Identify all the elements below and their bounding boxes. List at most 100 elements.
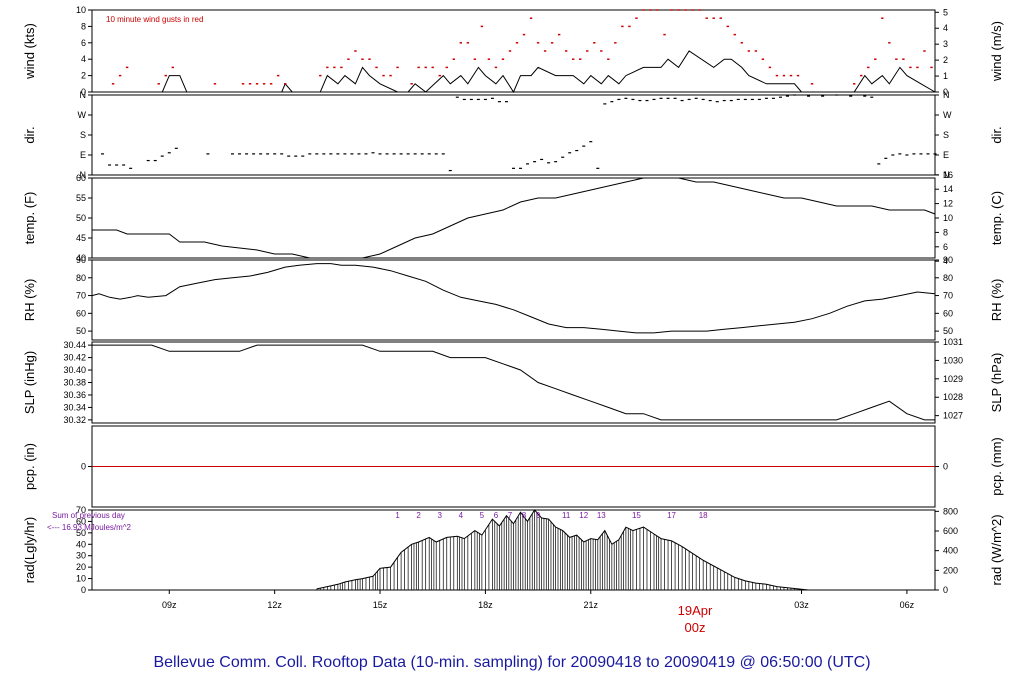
chart-title: Bellevue Comm. Coll. Rooftop Data (10-mi…: [153, 654, 870, 671]
rad-hour-label: 8: [522, 511, 527, 520]
rad-panel: 0102030405060700200400600800rad(Lgly/hr)…: [22, 505, 1004, 595]
rad-hour-label: 11: [562, 511, 571, 520]
rh-ytick-right-label: 90: [943, 255, 953, 265]
rh-panel: 50 60 70 80 90 50 60 70 80 90 RH (%) RH (%): [22, 255, 1004, 341]
dir-ytick-label: N: [80, 90, 87, 100]
rad-hour-label: 2: [416, 511, 421, 520]
wind-frame: [91, 9, 936, 93]
rh-ytick-right-label: 60: [943, 308, 953, 318]
x-tick-label: 06z: [900, 600, 915, 610]
rh-ytick-right-label: 80: [943, 273, 953, 283]
slp-ytick-right-label: 1030: [943, 355, 963, 365]
gust-note: 10 minute wind gusts in red: [106, 15, 203, 24]
rad-hour-label: 18: [699, 511, 708, 520]
x-tick-label: 21z: [584, 600, 599, 610]
dir-ylabel-right: dir.: [989, 126, 1004, 143]
temp-ytick-right-label: 4: [943, 256, 948, 266]
rh-ytick-label: 50: [76, 326, 86, 336]
dir-ytick-right-label: N: [943, 170, 950, 180]
rad-ytick-label: 50: [76, 528, 86, 538]
temp-ylabel-right: temp. (C): [989, 191, 1004, 245]
dir-frame: [91, 94, 936, 176]
slp-panel: 30.32 30.34 30.36 30.38 30.40 30.42 30.44 1027 1…: [22, 337, 1004, 425]
rad-ytick-label: 10: [76, 574, 86, 584]
pcp-ytick-label: 0: [81, 462, 86, 472]
rad-hour-label: 13: [597, 511, 606, 520]
rad-ytick-right-label: 800: [943, 506, 958, 516]
dir-ytick-right-label: W: [943, 110, 952, 120]
slp-ytick-label: 30.38: [63, 378, 86, 388]
temp-frame: [91, 177, 936, 259]
temp-ytick-label: 45: [76, 233, 86, 243]
wind-ytick-label: 4: [81, 54, 86, 64]
rh-ytick-right-label: 70: [943, 291, 953, 301]
rh-series-line: [91, 263, 936, 334]
slp-ytick-label: 30.34: [63, 402, 86, 412]
temp-ytick-label: 50: [76, 213, 86, 223]
slp-ytick-label: 30.36: [63, 390, 86, 400]
date-label-day: 19Apr: [678, 603, 713, 618]
pcp-ylabel-left: pcp. (in): [22, 443, 37, 490]
wind-ytick-right-label: 3: [943, 39, 948, 49]
temp-ylabel-left: temp. (F): [22, 192, 37, 245]
x-tick-label: 12z: [267, 600, 282, 610]
slp-ylabel-right: SLP (hPa): [989, 353, 1004, 413]
rh-ytick-label: 80: [76, 273, 86, 283]
rad-ytick-label: 20: [76, 562, 86, 572]
slp-ytick-right-label: 1028: [943, 392, 963, 402]
dir-ytick-label: S: [80, 130, 86, 140]
date-label-hour: 00z: [685, 620, 706, 635]
temp-series-line: [92, 177, 936, 259]
wind-ytick-right-label: 2: [943, 55, 948, 65]
slp-frame: [91, 341, 936, 424]
rad-hour-label: 6: [494, 511, 499, 520]
wind-ylabel-right: wind (m/s): [989, 21, 1004, 82]
temp-ytick-right-label: 10: [943, 213, 953, 223]
slp-series-line: [92, 344, 935, 421]
x-tick-label: 03z: [794, 600, 809, 610]
temp-ytick-label: 40: [76, 253, 86, 263]
rad-hour-label: 5: [480, 511, 485, 520]
slp-ytick-right-label: 1027: [943, 411, 963, 421]
x-tick-label: 18z: [478, 600, 493, 610]
slp-ytick-right-label: 1031: [943, 337, 963, 347]
x-axis: 09z 12z 15z 18z 21z 03z 06z: [162, 590, 915, 610]
wind-ytick-label: 8: [81, 21, 86, 31]
rh-ylabel-left: RH (%): [22, 279, 37, 322]
rad-ytick-right-label: 200: [943, 565, 958, 575]
rh-ytick-label: 60: [76, 308, 86, 318]
slp-ytick-right-label: 1029: [943, 374, 963, 384]
slp-ytick-label: 30.40: [63, 365, 86, 375]
rad-ytick-label: 60: [76, 516, 86, 526]
rad-hour-label: 17: [667, 511, 676, 520]
slp-ylabel-left: SLP (inHg): [22, 351, 37, 414]
rad-note-line-2: <--- 16.93 MJoules/m^2: [47, 523, 132, 532]
rad-ytick-right-label: 600: [943, 526, 958, 536]
rad-hour-label: 4: [459, 511, 464, 520]
rad-ytick-label: 30: [76, 551, 86, 561]
rad-ytick-right-label: 400: [943, 546, 958, 556]
wind-panel: 0 2 4 6 8 10 0 1 2 3 4 5 wind (kts) wind (m/s): [22, 5, 1004, 97]
rad-note-line-1: Sum of previous day: [52, 511, 125, 520]
slp-ytick-label: 30.32: [63, 415, 86, 425]
dir-ytick-label: N: [80, 170, 87, 180]
wind-ytick-label: 0: [81, 87, 86, 97]
pcp-panel: 0 0 pcp. (in) pcp. (mm): [22, 425, 1004, 508]
wind-ytick-right-label: 5: [943, 7, 948, 17]
rad-hour-label: 3: [438, 511, 443, 520]
temp-ytick-right-label: 8: [943, 227, 948, 237]
temp-ytick-label: 55: [76, 193, 86, 203]
rad-hour-label: 9: [536, 511, 541, 520]
rad-hour-label: 15: [632, 511, 641, 520]
rad-ylabel-left: rad(Lgly/hr): [22, 517, 37, 583]
wind-ytick-label: 6: [81, 38, 86, 48]
slp-ytick-label: 30.42: [63, 353, 86, 363]
rad-ytick-label: 70: [76, 505, 86, 515]
rh-ytick-label: 90: [76, 255, 86, 265]
slp-ytick-label: 30.44: [63, 340, 86, 350]
rad-ylabel-right: rad (W/m^2): [989, 514, 1004, 585]
rad-ytick-right-label: 0: [943, 585, 948, 595]
